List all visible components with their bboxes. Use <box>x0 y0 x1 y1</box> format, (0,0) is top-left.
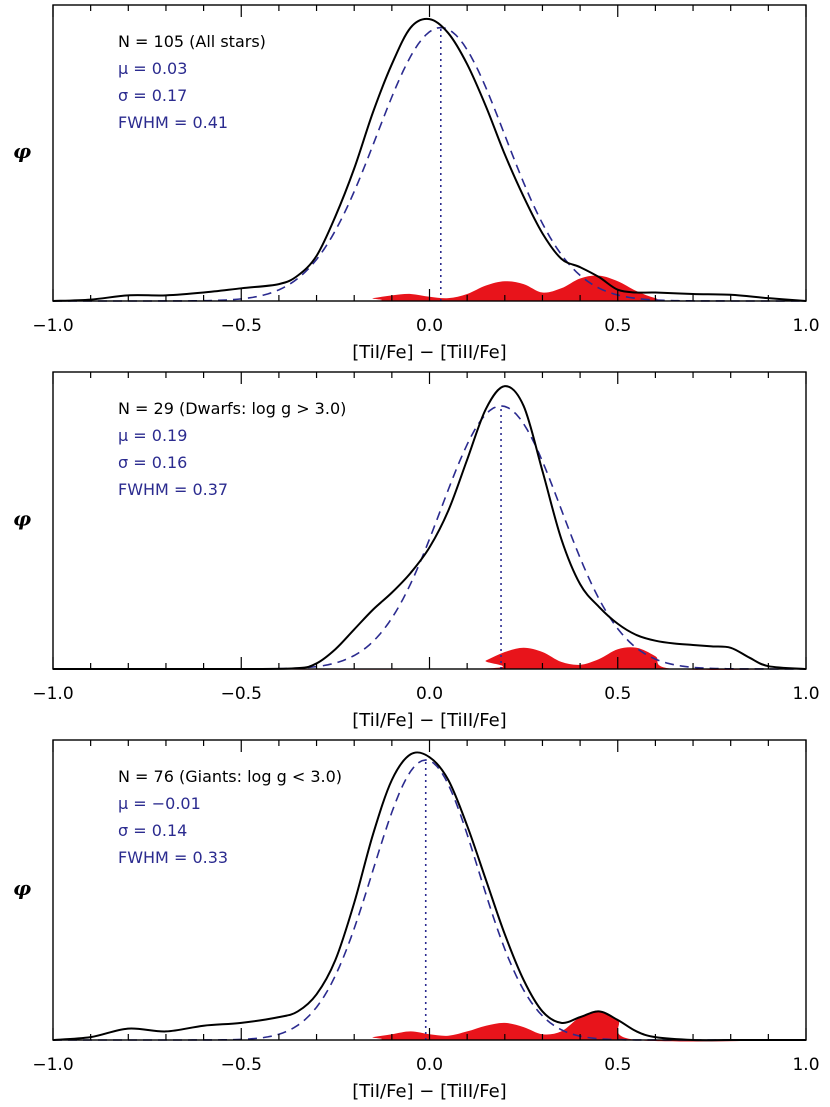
mean-label: μ = −0.01 <box>118 794 201 813</box>
mean-label: μ = 0.03 <box>118 59 187 78</box>
x-tick-label: 1.0 <box>792 316 819 336</box>
fwhm-label: FWHM = 0.33 <box>118 848 228 867</box>
x-tick-label: −1.0 <box>32 684 73 704</box>
fwhm-label: FWHM = 0.37 <box>118 480 228 499</box>
sample-size-label: N = 105 (All stars) <box>118 32 266 51</box>
sample-size-label: N = 76 (Giants: log g < 3.0) <box>118 767 342 786</box>
x-tick-label: −0.5 <box>221 1055 262 1075</box>
sigma-label: σ = 0.17 <box>118 86 187 105</box>
sigma-label: σ = 0.16 <box>118 453 187 472</box>
x-tick-label: 0.0 <box>416 1055 443 1075</box>
x-tick-label: 0.5 <box>604 684 631 704</box>
x-axis-label: [TiI/Fe] − [TiII/Fe] <box>352 1081 506 1102</box>
kde-curve <box>52 17 807 302</box>
x-tick-label: −1.0 <box>32 316 73 336</box>
fwhm-label: FWHM = 0.41 <box>118 113 228 132</box>
mean-label: μ = 0.19 <box>118 426 187 445</box>
x-axis-label: [TiI/Fe] − [TiII/Fe] <box>352 710 506 731</box>
x-tick-label: 0.0 <box>416 684 443 704</box>
kde-curve <box>52 751 806 1042</box>
panel-top: −1.0 −0.5 0.0 0.5 1.0 [TiI/Fe] − [TiII/Fe] φ N … <box>13 4 820 363</box>
x-tick-label: −1.0 <box>32 1055 73 1075</box>
x-tick-label: −0.5 <box>221 316 262 336</box>
x-tick-label: 0.5 <box>604 1055 631 1075</box>
x-tick-label: 0.5 <box>604 316 631 336</box>
y-axis-label: φ <box>13 139 31 163</box>
x-tick-label: 1.0 <box>792 1055 819 1075</box>
panel-bottom: −1.0 −0.5 0.0 0.5 1.0 [TiI/Fe] − [TiII/Fe] φ N … <box>13 739 820 1102</box>
panel-middle: −1.0 −0.5 0.0 0.5 1.0 [TiI/Fe] − [TiII/Fe] φ N … <box>13 371 820 731</box>
x-tick-label: 1.0 <box>792 684 819 704</box>
kde-curve <box>52 385 807 671</box>
y-axis-label: φ <box>13 507 31 531</box>
y-axis-label: φ <box>13 876 31 900</box>
sample-size-label: N = 29 (Dwarfs: log g > 3.0) <box>118 399 346 418</box>
x-tick-label: −0.5 <box>221 684 262 704</box>
x-tick-label: 0.0 <box>416 316 443 336</box>
x-axis-label: [TiI/Fe] − [TiII/Fe] <box>352 342 506 363</box>
sigma-label: σ = 0.14 <box>118 821 187 840</box>
gaussian-fit-line <box>53 405 806 670</box>
